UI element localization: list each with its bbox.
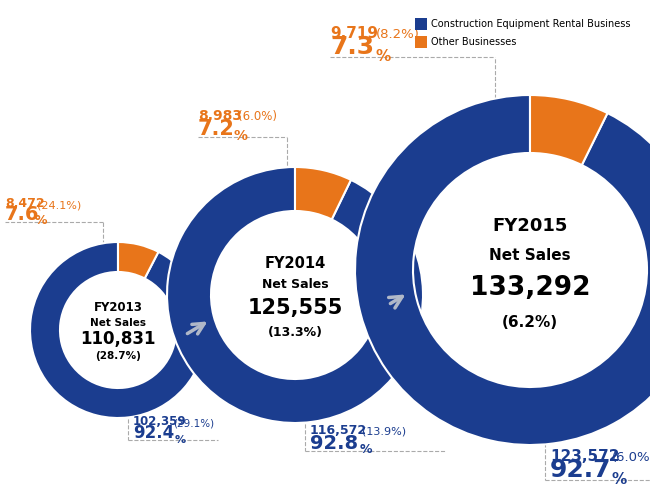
Text: 8,472: 8,472	[5, 197, 45, 210]
Text: 116,572: 116,572	[310, 424, 367, 437]
Text: Net Sales: Net Sales	[90, 318, 146, 328]
Wedge shape	[30, 242, 206, 418]
Text: %: %	[612, 472, 627, 486]
Text: 92.4: 92.4	[133, 424, 174, 442]
Text: %: %	[360, 443, 372, 456]
Text: 92.8: 92.8	[310, 434, 358, 453]
Text: 8,983: 8,983	[198, 109, 242, 123]
Text: %: %	[376, 49, 391, 64]
Text: 7.3: 7.3	[330, 35, 374, 59]
Text: (13.9%): (13.9%)	[362, 427, 406, 437]
Text: Net Sales: Net Sales	[489, 248, 571, 263]
Wedge shape	[167, 167, 423, 423]
Text: 125,555: 125,555	[247, 297, 343, 317]
Text: 123,572: 123,572	[550, 449, 619, 464]
Text: FY2013: FY2013	[94, 301, 142, 314]
Text: Net Sales: Net Sales	[262, 278, 328, 292]
Text: 133,292: 133,292	[470, 275, 590, 300]
Text: 110,831: 110,831	[80, 330, 156, 347]
Text: Other Businesses: Other Businesses	[431, 37, 516, 47]
Text: 7.6: 7.6	[5, 205, 40, 224]
Text: (29.1%): (29.1%)	[173, 418, 214, 428]
Wedge shape	[118, 242, 159, 278]
Wedge shape	[530, 95, 608, 165]
Text: 7.2: 7.2	[198, 119, 235, 139]
Wedge shape	[295, 167, 351, 220]
Wedge shape	[355, 95, 650, 445]
Text: 92.7: 92.7	[550, 458, 612, 482]
Text: %: %	[175, 435, 186, 445]
Text: (6.2%): (6.2%)	[502, 315, 558, 330]
Text: %: %	[234, 129, 248, 143]
Text: (28.7%): (28.7%)	[95, 351, 141, 361]
Text: (24.1%): (24.1%)	[37, 200, 81, 210]
Text: FY2015: FY2015	[492, 217, 567, 235]
Text: FY2014: FY2014	[265, 256, 326, 271]
Text: (6.0%): (6.0%)	[238, 110, 277, 123]
Bar	[415, 18, 427, 30]
Text: (6.0%): (6.0%)	[612, 451, 650, 464]
Text: (13.3%): (13.3%)	[268, 326, 322, 339]
Bar	[415, 36, 427, 48]
Text: 9,719: 9,719	[330, 26, 378, 41]
Text: 102,359: 102,359	[133, 415, 187, 428]
Text: (8.2%): (8.2%)	[376, 28, 420, 41]
Text: %: %	[35, 214, 47, 227]
Text: Construction Equipment Rental Business: Construction Equipment Rental Business	[431, 19, 630, 29]
